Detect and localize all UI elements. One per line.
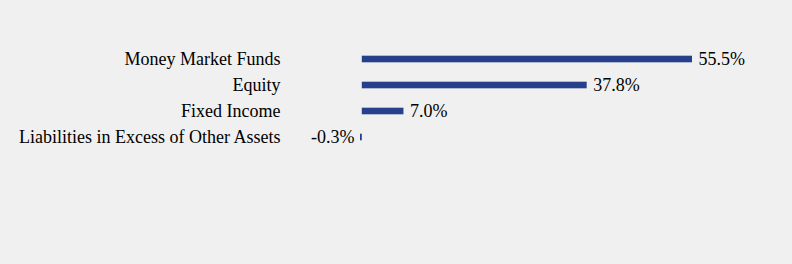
- svg-text:Liabilities in Excess of Other: Liabilities in Excess of Other Assets: [19, 127, 280, 147]
- svg-text:Money Market Funds: Money Market Funds: [125, 49, 281, 69]
- svg-text:55.5%: 55.5%: [699, 49, 746, 69]
- svg-text:7.0%: 7.0%: [410, 101, 448, 121]
- svg-text:Equity: Equity: [233, 75, 281, 95]
- svg-text:37.8%: 37.8%: [593, 75, 640, 95]
- svg-text:-0.3%: -0.3%: [311, 127, 355, 147]
- svg-text:Fixed Income: Fixed Income: [181, 101, 280, 121]
